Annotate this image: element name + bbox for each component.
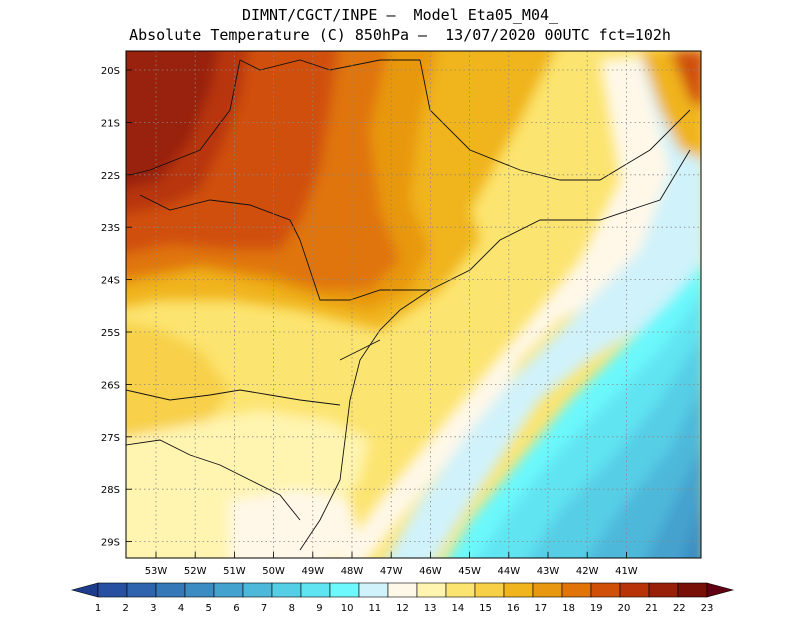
lat-label: 25S <box>101 328 120 339</box>
colorbar-label: 4 <box>178 603 184 614</box>
colorbar-label: 20 <box>618 603 631 614</box>
lat-label: 26S <box>101 380 120 391</box>
colorbar-label: 12 <box>396 603 409 614</box>
latitude-labels: 20S 21S 22S 23S 24S 25S 26S 27S 28S 29S <box>101 66 120 549</box>
lon-label: 47W <box>380 566 403 577</box>
colorbar-label: 8 <box>289 603 295 614</box>
colorbar-swatch <box>155 582 186 598</box>
colorbar-label: 7 <box>261 603 267 614</box>
colorbar-label: 11 <box>368 603 381 614</box>
lat-label: 29S <box>101 538 120 549</box>
lon-label: 51W <box>223 566 246 577</box>
colorbar-high-arrow <box>706 582 735 598</box>
colorbar-swatch <box>445 582 476 598</box>
colorbar-label: 2 <box>122 603 128 614</box>
colorbar-swatch <box>184 582 215 598</box>
colorbar-swatch <box>532 582 563 598</box>
colorbar-label: 15 <box>479 603 492 614</box>
colorbar-label: 22 <box>673 603 686 614</box>
colorbar-label: 5 <box>206 603 212 614</box>
colorbar-swatch <box>300 582 331 598</box>
colorbar-swatch <box>126 582 157 598</box>
colorbar-swatch <box>648 582 679 598</box>
borders <box>126 59 691 551</box>
lat-label: 28S <box>101 485 120 496</box>
colorbar-labels: 1 2 3 4 5 6 7 8 9 10 11 12 13 14 15 16 17 18 19 20 21 22 23 <box>95 603 714 614</box>
colorbar-label: 9 <box>316 603 322 614</box>
lat-label: 20S <box>101 66 120 77</box>
colorbar-swatch <box>561 582 592 598</box>
lat-label: 24S <box>101 276 120 287</box>
lon-label: 44W <box>497 566 520 577</box>
longitude-labels: 53W 52W 51W 50W 49W 48W 47W 46W 45W 44W 43W 42W 41W <box>145 566 638 577</box>
temperature-field <box>126 51 701 558</box>
lon-label: 50W <box>262 566 285 577</box>
colorbar-swatch <box>619 582 650 598</box>
colorbar-swatch <box>474 582 505 598</box>
lon-label: 46W <box>419 566 442 577</box>
title-line-2: Absolute Temperature (C) 850hPa – 13/07/… <box>129 26 671 44</box>
colorbar-swatch <box>271 582 302 598</box>
lon-label: 53W <box>145 566 168 577</box>
colorbar-label: 10 <box>341 603 354 614</box>
lon-label: 48W <box>341 566 364 577</box>
colorbar-label: 1 <box>95 603 101 614</box>
colorbar-label: 6 <box>233 603 239 614</box>
colorbar-label: 16 <box>507 603 520 614</box>
colorbar-label: 17 <box>535 603 548 614</box>
lon-label: 52W <box>184 566 207 577</box>
colorbar-swatch <box>97 582 128 598</box>
lat-label: 21S <box>101 118 120 129</box>
colorbar-label: 13 <box>424 603 437 614</box>
colorbar-swatch <box>503 582 534 598</box>
lon-label: 49W <box>301 566 324 577</box>
colorbar-label: 23 <box>701 603 714 614</box>
colorbar-swatch <box>329 582 360 598</box>
lat-label: 23S <box>101 223 120 234</box>
lon-label: 41W <box>615 566 638 577</box>
colorbar-label: 19 <box>590 603 603 614</box>
colorbar-low-arrow <box>70 582 99 598</box>
lon-label: 42W <box>576 566 599 577</box>
map-frame <box>125 50 702 559</box>
colorbar-swatch <box>358 582 389 598</box>
lat-label: 27S <box>101 433 120 444</box>
colorbar-swatch <box>387 582 418 598</box>
colorbar-swatch <box>590 582 621 598</box>
colorbar-swatch <box>213 582 244 598</box>
colorbar-swatch <box>416 582 447 598</box>
colorbar-label: 18 <box>562 603 575 614</box>
colorbar-label: 3 <box>150 603 156 614</box>
lat-label: 22S <box>101 171 120 182</box>
lon-label: 45W <box>458 566 481 577</box>
title-line-1: DIMNT/CGCT/INPE – Model Eta05_M04_ <box>241 6 559 24</box>
colorbar <box>70 582 735 598</box>
graticule <box>126 51 701 558</box>
colorbar-label: 14 <box>451 603 464 614</box>
lon-label: 43W <box>537 566 560 577</box>
colorbar-label: 21 <box>645 603 658 614</box>
colorbar-swatch <box>242 582 273 598</box>
colorbar-swatch <box>677 582 708 598</box>
